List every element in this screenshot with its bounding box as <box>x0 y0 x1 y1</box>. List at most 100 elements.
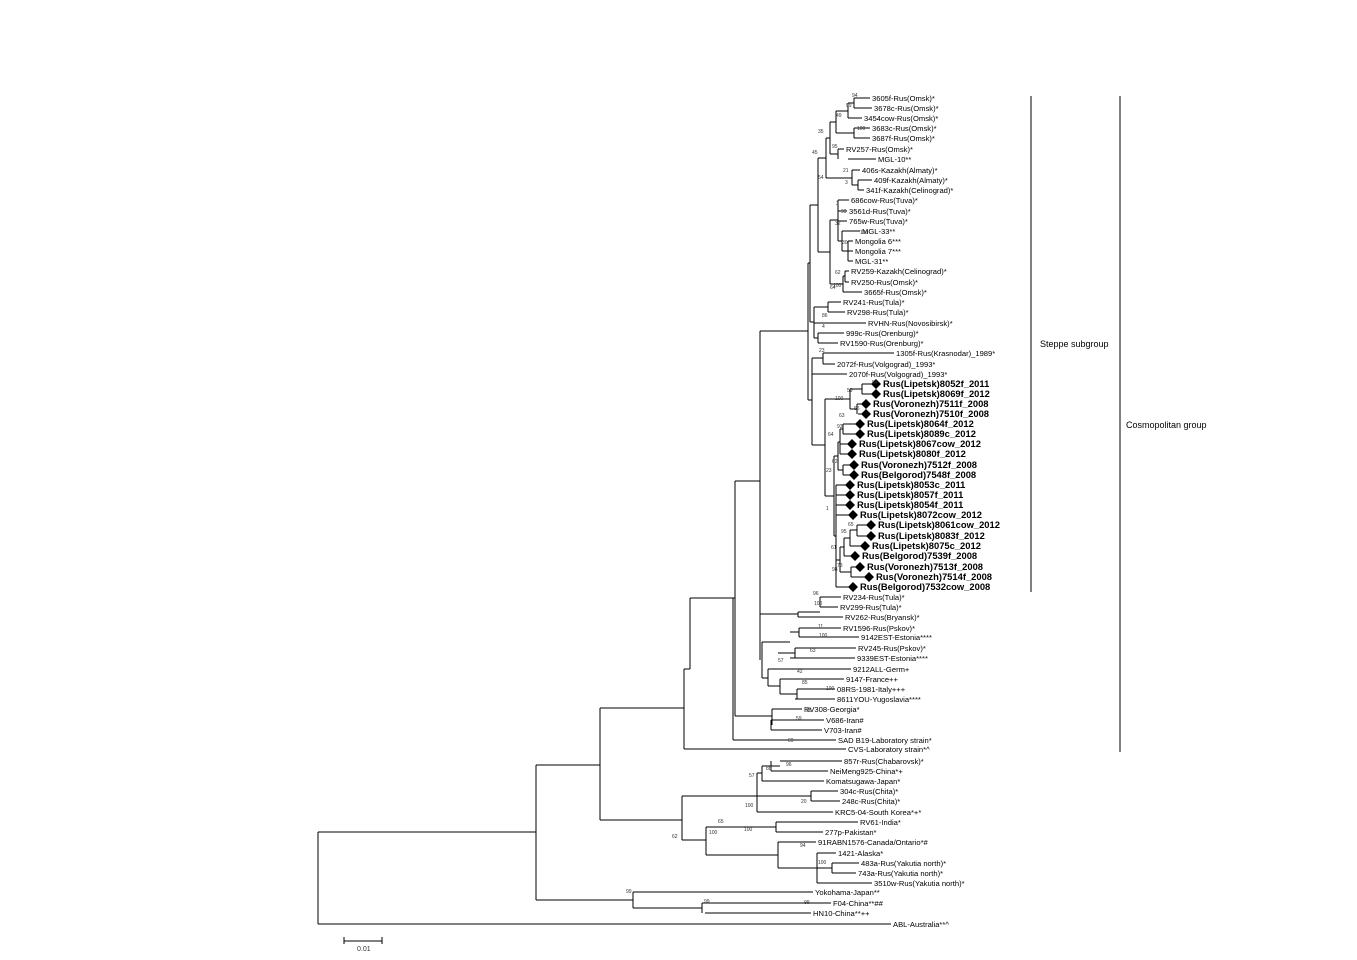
bootstrap-value: 61 <box>831 545 837 551</box>
taxon-label: SAD B19-Laboratory strain* <box>838 736 932 745</box>
bootstrap-value: 86 <box>822 313 828 319</box>
bootstrap-value: 98 <box>832 567 838 573</box>
taxon-label: 765w-Rus(Tuva)* <box>849 217 908 226</box>
bootstrap-value: 3 <box>845 180 848 186</box>
diamond-marker-icon <box>871 389 881 399</box>
diamond-marker-icon <box>847 449 857 459</box>
taxon-label: 3678c-Rus(Omsk)* <box>874 104 939 113</box>
taxon-label: Rus(Lipetsk)8054f_2011 <box>857 499 963 510</box>
diamond-marker-icon <box>855 419 865 429</box>
taxon-label: 1421-Alaska* <box>838 849 883 858</box>
diamond-marker-icon <box>845 500 855 510</box>
bootstrap-value: 100 <box>744 827 753 833</box>
diamond-marker-icon <box>845 480 855 490</box>
bootstrap-value: 64 <box>828 432 834 438</box>
diamond-marker-icon <box>866 531 876 541</box>
bootstrap-value: 69 <box>788 738 794 744</box>
taxon-label: RV1596-Rus(Pskov)* <box>843 624 915 633</box>
taxon-label: RV259-Kazakh(Celinograd)* <box>851 267 947 276</box>
taxon-label: Rus(Lipetsk)8067cow_2012 <box>859 438 981 449</box>
taxon-label: V686-Iran# <box>826 716 864 725</box>
taxon-label: Rus(Voronezh)7510f_2008 <box>873 408 989 419</box>
cosmopolitan-group-label: Cosmopolitan group <box>1126 420 1207 430</box>
taxon-label: 08RS-1981-Italy+++ <box>837 685 906 694</box>
taxon-label: 3665f-Rus(Omsk)* <box>864 288 927 297</box>
taxon-label: 9147-France++ <box>846 675 898 684</box>
bootstrap-value: 73 <box>837 563 843 569</box>
bootstrap-value: 99 <box>626 889 632 895</box>
bootstrap-value: 32 <box>835 221 841 227</box>
taxon-label: Rus(Voronezh)7514f_2008 <box>876 571 992 582</box>
taxon-label: Rus(Lipetsk)8075c_2012 <box>872 540 981 551</box>
bootstrap-value: 94 <box>852 93 858 99</box>
taxon-label: MGL-10** <box>878 155 911 164</box>
bootstrap-value: 4 <box>822 324 825 330</box>
bootstrap-value: 100 <box>745 803 754 809</box>
taxon-label: Rus(Belgorod)7532cow_2008 <box>860 581 990 592</box>
diamond-marker-icon <box>866 520 876 530</box>
taxon-label: RV61-India* <box>860 818 901 827</box>
taxon-label: 8611YOU-Yugoslavia**** <box>837 695 921 704</box>
bootstrap-value: 49 <box>836 113 842 119</box>
bootstrap-value: 63 <box>839 413 845 419</box>
bootstrap-value: 94 <box>800 843 806 849</box>
taxon-label: Rus(Voronezh)7513f_2008 <box>867 561 983 572</box>
taxon-label: CVS-Laboratory strain*^ <box>848 745 930 754</box>
bootstrap-value: 57 <box>778 658 784 664</box>
bootstrap-value: 23 <box>819 348 825 354</box>
taxon-label: RV299-Rus(Tula)* <box>840 603 902 612</box>
taxon-label: Mongolia 7*** <box>855 247 901 256</box>
bootstrap-value: 100 <box>857 126 866 132</box>
bootstrap-value: 96 <box>813 591 819 597</box>
bootstrap-value: 1 <box>826 506 829 512</box>
taxon-label: Rus(Belgorod)7548f_2008 <box>861 469 976 480</box>
taxon-label: 857r-Rus(Chabarovsk)* <box>844 757 924 766</box>
bootstrap-value: 45 <box>812 150 818 156</box>
taxon-label: RV234-Rus(Tula)* <box>843 593 905 602</box>
taxon-label: RV257-Rus(Omsk)* <box>846 145 913 154</box>
taxon-label: Rus(Lipetsk)8061cow_2012 <box>878 519 1000 530</box>
taxon-label: HN10-China**++ <box>813 909 870 918</box>
bootstrap-value: 59 <box>847 388 853 394</box>
taxon-label: Rus(Lipetsk)8053c_2011 <box>857 479 965 490</box>
taxon-label: RV308-Georgia* <box>804 705 860 714</box>
taxon-label: RV298-Rus(Tula)* <box>847 308 909 317</box>
taxon-label: Komatsugawa-Japan* <box>826 777 900 786</box>
bootstrap-value: 99 <box>846 103 852 109</box>
taxon-label: 248c-Rus(Chita)* <box>842 797 900 806</box>
bootstrap-value: 88 <box>766 766 772 772</box>
bootstrap-value: 100 <box>819 633 828 639</box>
taxon-label: MGL-33** <box>862 227 895 236</box>
taxon-label: 9142EST-Estonia**** <box>861 633 932 642</box>
taxon-label: V703-Iran# <box>824 726 862 735</box>
bootstrap-value: 93 <box>837 424 843 430</box>
diamond-marker-icon <box>848 582 858 592</box>
bootstrap-value: 21 <box>843 168 849 174</box>
taxon-label: 304c-Rus(Chita)* <box>840 787 898 796</box>
taxon-label: 3561d-Rus(Tuva)* <box>849 207 911 216</box>
taxon-label: Rus(Lipetsk)8052f_2011 <box>883 378 989 389</box>
taxon-label: 406s-Kazakh(Almaty)* <box>862 166 938 175</box>
bootstrap-value: 64 <box>830 285 836 291</box>
taxon-label: KRC5-04-South Korea*+* <box>835 808 921 817</box>
taxon-label: RV250-Rus(Omsk)* <box>851 278 918 287</box>
scale-bar: 0.01 <box>343 937 383 953</box>
bootstrap-value: 54 <box>872 380 878 386</box>
taxon-label: 9212ALL-Germ+ <box>853 665 910 674</box>
diamond-marker-icon <box>864 572 874 582</box>
taxon-label: 3605f-Rus(Omsk)* <box>872 94 935 103</box>
bootstrap-value: 63 <box>810 648 816 654</box>
diamond-marker-icon <box>855 562 865 572</box>
taxon-label: Rus(Lipetsk)8080f_2012 <box>859 448 966 459</box>
taxon-label: RV1590-Rus(Orenburg)* <box>840 339 923 348</box>
bootstrap-value: 54 <box>818 175 824 181</box>
taxon-label: 686cow-Rus(Tuva)* <box>851 196 918 205</box>
taxon-label: 2070f-Rus(Volgograd)_1993* <box>849 370 947 379</box>
bootstrap-value: 3 <box>836 201 839 207</box>
diamond-marker-icon <box>849 470 859 480</box>
diamond-marker-icon <box>849 460 859 470</box>
taxon-label: 3454cow-Rus(Omsk)* <box>864 114 938 123</box>
taxon-label: ABL-Australia**^ <box>893 920 949 929</box>
bootstrap-value: 62 <box>835 270 841 276</box>
